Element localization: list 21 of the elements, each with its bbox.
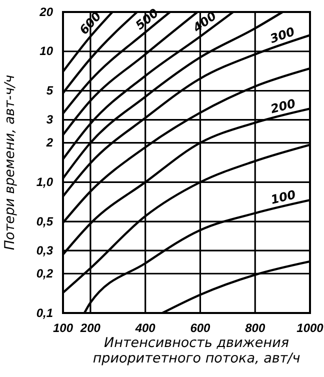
y-tick-label: 2 [45,136,54,150]
y-tick-label: 10 [40,44,54,58]
y-tick-label: 0,1 [36,306,54,320]
text: 300 [268,24,296,46]
y-tick-label: 3 [46,112,54,127]
x-tick-label: 100 [52,320,74,335]
y-axis-title: Потери времени, авт-ч/ч [2,74,18,250]
y-tick-label: 0,3 [36,243,54,258]
x-axis-title: Интенсивность движения приоритетного потока, авт/ч [92,335,300,367]
y-tick-label: 20 [38,4,54,19]
text: 100 [269,187,298,207]
x-tick-label: 800 [245,320,266,335]
y-tick-label: 0,2 [36,266,54,280]
x-tick-label: 1000 [296,320,324,335]
y-tick-label: 5 [46,84,54,98]
text: 200 [269,96,297,116]
y-tick-label: 0,5 [36,214,54,228]
x-tick-label: 600 [190,320,211,335]
x-tick-label: 200 [79,320,101,335]
y-tick-label: 1,0 [36,175,54,190]
x-tick-label: 400 [134,320,156,335]
